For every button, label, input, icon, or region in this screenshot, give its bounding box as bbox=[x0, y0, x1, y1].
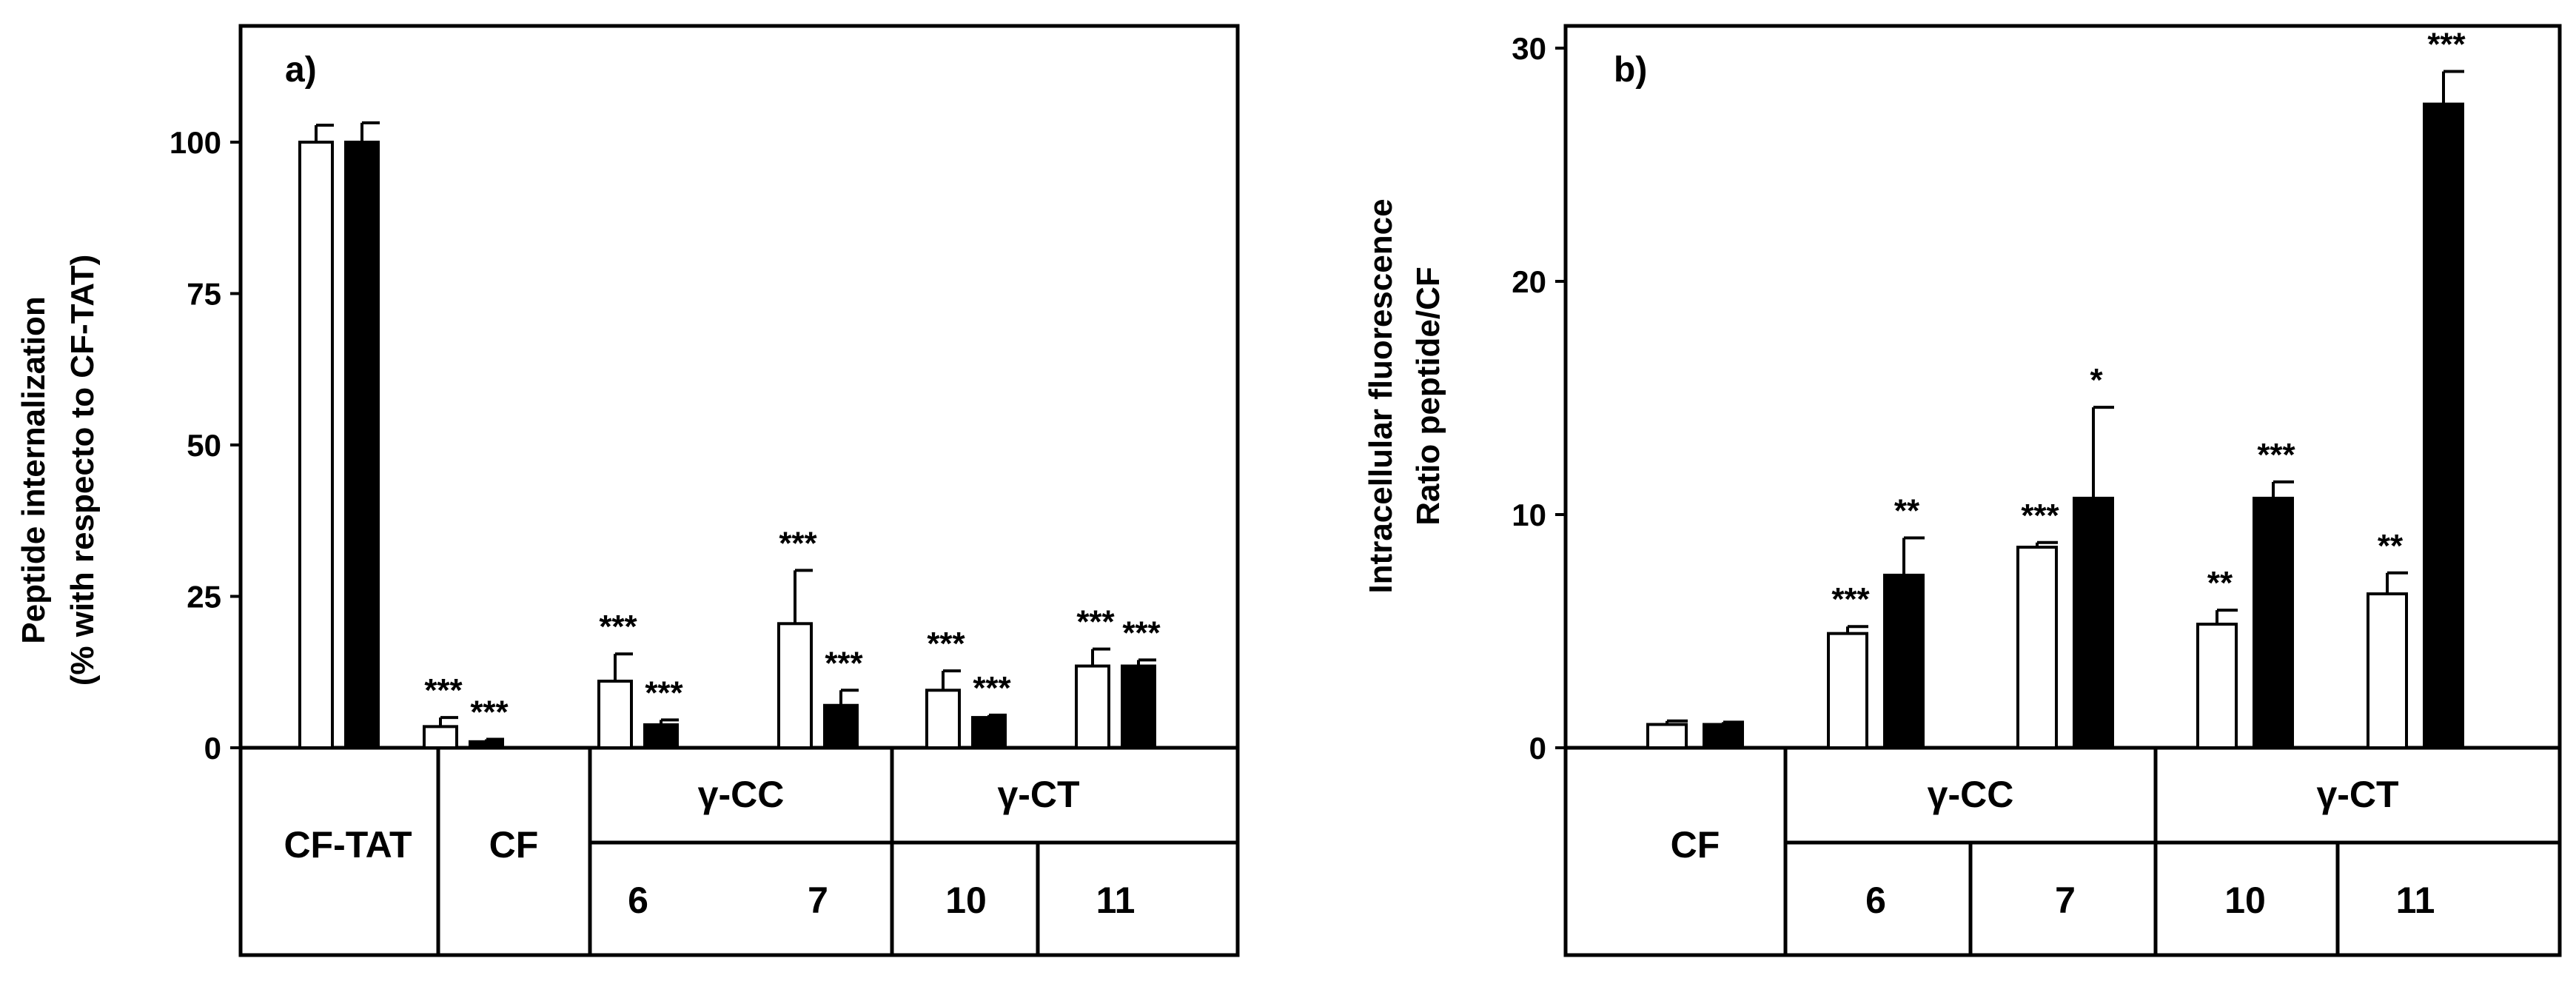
bar-black bbox=[643, 723, 679, 750]
y-tick-label: 30 bbox=[1512, 31, 1546, 66]
significance-label: *** bbox=[1076, 604, 1115, 640]
category-label: γ-CT bbox=[997, 774, 1079, 815]
bar-black bbox=[2253, 496, 2294, 749]
y-tick-label: 0 bbox=[1529, 731, 1546, 766]
significance-label: *** bbox=[470, 694, 509, 731]
bar-white bbox=[2196, 623, 2238, 749]
bar-white bbox=[1075, 664, 1110, 750]
bar-black bbox=[1703, 723, 1744, 749]
y-tick-label: 20 bbox=[1512, 264, 1546, 299]
bar-black bbox=[2423, 102, 2464, 750]
bar-white bbox=[2367, 592, 2408, 749]
significance-label: *** bbox=[2257, 437, 2295, 473]
significance-label: *** bbox=[2427, 27, 2466, 63]
significance-label: ** bbox=[2378, 528, 2404, 564]
bar-white bbox=[597, 680, 633, 750]
y-tick-label: 75 bbox=[187, 277, 221, 312]
subcategory-label: 6 bbox=[1865, 880, 1886, 921]
bar-black bbox=[823, 703, 859, 749]
subcategory-label: 10 bbox=[2224, 880, 2266, 921]
subcategory-label: 10 bbox=[945, 880, 987, 921]
bar-black bbox=[1883, 573, 1925, 750]
significance-label: *** bbox=[424, 672, 463, 709]
bar-black bbox=[1121, 664, 1156, 750]
y-tick-label: 25 bbox=[187, 580, 221, 615]
category-label: CF-TAT bbox=[284, 824, 412, 866]
bar-white bbox=[777, 622, 813, 749]
y-axis-label: Intracellular fluorescence bbox=[1363, 198, 1399, 593]
significance-label: *** bbox=[1831, 581, 1870, 617]
category-label: CF bbox=[1671, 824, 1720, 866]
chart-panel-0: 0 25 50 75 100 Peptide internalization (% with… bbox=[16, 24, 1240, 957]
significance-label: *** bbox=[973, 670, 1011, 706]
bar-black bbox=[971, 716, 1007, 749]
bar-black bbox=[344, 141, 380, 749]
bar-white bbox=[298, 141, 334, 749]
y-tick-label: 0 bbox=[204, 731, 221, 766]
subcategory-label: 7 bbox=[808, 880, 828, 921]
chart-panel-1: 0 10 20 30 Intracellular fluorescence Ratio p… bbox=[1363, 24, 2562, 957]
category-label: γ-CC bbox=[1928, 774, 2014, 815]
y-tick-label: 100 bbox=[170, 125, 221, 160]
significance-label: *** bbox=[927, 626, 965, 662]
chart-frame bbox=[1563, 24, 2562, 957]
significance-label: *** bbox=[2021, 498, 2059, 534]
panel-label: b) bbox=[1614, 50, 1647, 90]
category-label: γ-CC bbox=[698, 774, 785, 815]
bar-white bbox=[1827, 632, 1868, 750]
bar-white bbox=[1646, 723, 1688, 749]
bar-white bbox=[2016, 546, 2058, 749]
y-tick-label: 50 bbox=[187, 428, 221, 463]
significance-label: ** bbox=[2207, 565, 2233, 601]
y-tick-label: 10 bbox=[1512, 498, 1546, 532]
y-axis-label: Ratio peptide/CF bbox=[1410, 267, 1446, 526]
y-axis-label: (% with respecto to CF-TAT) bbox=[64, 255, 101, 686]
significance-label: *** bbox=[825, 645, 863, 681]
bar-white bbox=[925, 689, 961, 749]
significance-label: *** bbox=[779, 525, 817, 561]
significance-label: *** bbox=[1122, 615, 1161, 651]
bar-black bbox=[2073, 496, 2114, 749]
bar-black bbox=[469, 740, 504, 750]
bar-white bbox=[423, 725, 458, 749]
subcategory-label: 11 bbox=[2396, 880, 2435, 921]
significance-label: *** bbox=[599, 609, 637, 645]
significance-label: ** bbox=[1894, 493, 1920, 529]
significance-label: *** bbox=[645, 674, 683, 711]
category-label: CF bbox=[489, 824, 539, 866]
category-label: γ-CT bbox=[2316, 774, 2398, 815]
y-axis-label: Peptide internalization bbox=[16, 296, 52, 643]
subcategory-label: 6 bbox=[628, 880, 648, 921]
panel-label: a) bbox=[285, 50, 317, 90]
subcategory-label: 11 bbox=[1096, 880, 1136, 921]
chart-frame bbox=[238, 24, 1240, 957]
subcategory-label: 7 bbox=[2055, 880, 2076, 921]
significance-label: * bbox=[2090, 362, 2103, 398]
